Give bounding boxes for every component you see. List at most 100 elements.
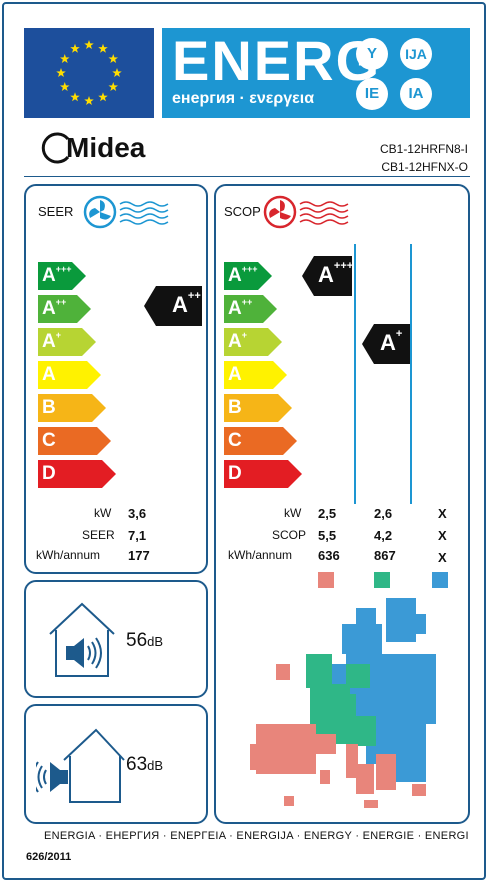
- cooling-class-letter: A: [42, 298, 56, 319]
- noise-indoor-panel: 56dB: [24, 580, 208, 698]
- cooling-rating-badge: A++: [144, 286, 202, 326]
- heating-class-sup: +++: [241, 264, 258, 274]
- heating-title: SCOP: [224, 204, 261, 219]
- heating-warmer-kwh: 636: [318, 548, 340, 563]
- heating-warmer-scop: 5,5: [318, 528, 337, 543]
- cooling-label-kw: kW: [94, 506, 112, 520]
- brand-name: Midea: [66, 132, 146, 163]
- cooling-class-6: D: [38, 460, 116, 488]
- indoor-speaker-house-icon: [49, 602, 115, 677]
- cooling-class-sup: +++: [55, 264, 72, 274]
- cooling-label-seer: SEER: [82, 528, 115, 542]
- cooling-fan-icon: [82, 194, 182, 235]
- heating-class-letter: A: [228, 298, 242, 319]
- cooling-class-letter: C: [42, 430, 56, 451]
- heating-class-letter: A: [228, 265, 242, 286]
- eu-star-icon: [84, 96, 94, 106]
- heating-label-kw: kW: [284, 506, 302, 520]
- heating-class-4: B: [224, 394, 292, 422]
- heating-colder-scop: X: [438, 528, 447, 543]
- eu-star-icon: [60, 82, 70, 92]
- eu-star-icon: [112, 68, 122, 78]
- heating-class-2: A+: [224, 328, 282, 356]
- heating-label-scop: SCOP: [272, 528, 307, 542]
- heating-class-0: A+++: [224, 262, 272, 290]
- heating-average-kw: 2,6: [374, 506, 393, 521]
- heating-warm-letter: A: [318, 262, 334, 287]
- energy-banner: ENERG енергия · ενεργεια Y IJA IE IA: [162, 28, 470, 118]
- eu-star-icon: [108, 82, 118, 92]
- heating-class-sup: ++: [241, 297, 253, 307]
- heating-fan-icon: [262, 194, 362, 235]
- footer-regulation: 626/2011: [26, 851, 72, 863]
- heating-warmer-kw: 2,5: [318, 506, 337, 521]
- model-indoor: CB1-12HRFN8-I: [379, 142, 468, 156]
- swatch-average: [374, 572, 390, 588]
- cooling-class-0: A+++: [38, 262, 86, 290]
- noise-indoor-unit: dB: [147, 634, 164, 649]
- heating-average-letter: A: [380, 330, 396, 355]
- outdoor-speaker-house-icon: [36, 728, 125, 803]
- cooling-panel: SEER A+++ A++ A+ A B C D A++ kW SEER kWh/annum…: [24, 184, 208, 574]
- eu-star-icon: [56, 68, 66, 78]
- suffix-y: Y: [356, 38, 388, 70]
- suffix-ija: IJA: [400, 38, 432, 70]
- noise-indoor-value: 56: [126, 630, 148, 651]
- swatch-colder: [432, 572, 448, 588]
- eu-star-icon: [98, 92, 108, 102]
- heating-label-kwh: kWh/annum: [228, 548, 293, 562]
- heating-class-letter: A: [228, 364, 242, 385]
- europe-climate-map-icon: [250, 598, 436, 808]
- cooling-class-1: A++: [38, 295, 91, 323]
- suffix-ie: IE: [356, 78, 388, 110]
- heating-colder-kw: X: [438, 506, 447, 521]
- cooling-class-letter: A: [42, 265, 56, 286]
- cooling-class-letter: A: [42, 331, 56, 352]
- label-header: ENERG енергия · ενεργεια Y IJA IE IA: [24, 28, 470, 118]
- brand-logo-icon: [38, 131, 72, 165]
- cooling-class-5: C: [38, 427, 111, 455]
- noise-outdoor-value: 63: [126, 754, 148, 775]
- heating-warm-badge: A+++: [302, 256, 354, 296]
- eu-stars-icon: [56, 40, 122, 106]
- heating-class-3: A: [224, 361, 287, 389]
- noise-outdoor-panel: 63dB: [24, 704, 208, 824]
- cooling-value-seer: 7,1: [128, 528, 147, 543]
- footer-languages: ENERGIA · ЕНЕРГИЯ · ΕΝΕΡΓΕΙΑ · ENERGIJA …: [44, 830, 469, 842]
- heating-class-1: A++: [224, 295, 277, 323]
- energy-label: ENERG енергия · ενεργεια Y IJA IE IA Mid…: [2, 2, 486, 880]
- heating-panel: SCOP A+++ A++ A+ A B C D A+++ A+ kW SCOP kWh/a…: [214, 184, 470, 824]
- heating-class-sup: +: [241, 330, 247, 340]
- column-divider-2: [410, 244, 412, 504]
- heating-class-letter: B: [228, 397, 242, 418]
- cooling-value-kwh: 177: [128, 548, 150, 563]
- heating-colder-kwh: X: [438, 550, 447, 565]
- model-outdoor: CB1-12HFNX-O: [381, 160, 468, 174]
- cooling-class-sup: +: [55, 330, 61, 340]
- cooling-class-sup: ++: [55, 297, 67, 307]
- energy-subtitle: енергия · ενεργεια: [172, 90, 315, 107]
- cooling-rating-sup: ++: [187, 290, 201, 302]
- heating-warm-sup: +++: [333, 260, 354, 272]
- heating-class-letter: A: [228, 331, 242, 352]
- eu-star-icon: [60, 54, 70, 64]
- cooling-class-3: A: [38, 361, 101, 389]
- column-divider-1: [354, 244, 356, 504]
- cooling-rating-letter: A: [172, 292, 188, 317]
- cooling-class-letter: B: [42, 397, 56, 418]
- swatch-warmer: [318, 572, 334, 588]
- model-numbers: CB1-12HRFN8-I CB1-12HFNX-O: [334, 140, 468, 176]
- cooling-label-kwh: kWh/annum: [36, 548, 101, 562]
- heating-class-6: D: [224, 460, 302, 488]
- eu-flag: [24, 28, 154, 118]
- heating-class-letter: C: [228, 430, 242, 451]
- eu-star-icon: [98, 43, 108, 53]
- suffix-ia: IA: [400, 78, 432, 110]
- heating-average-sup: +: [395, 328, 403, 340]
- eu-star-icon: [84, 40, 94, 50]
- eu-star-icon: [70, 92, 80, 102]
- heating-class-5: C: [224, 427, 297, 455]
- heating-average-kwh: 867: [374, 548, 396, 563]
- heating-class-letter: D: [228, 463, 242, 484]
- heating-average-scop: 4,2: [374, 528, 393, 543]
